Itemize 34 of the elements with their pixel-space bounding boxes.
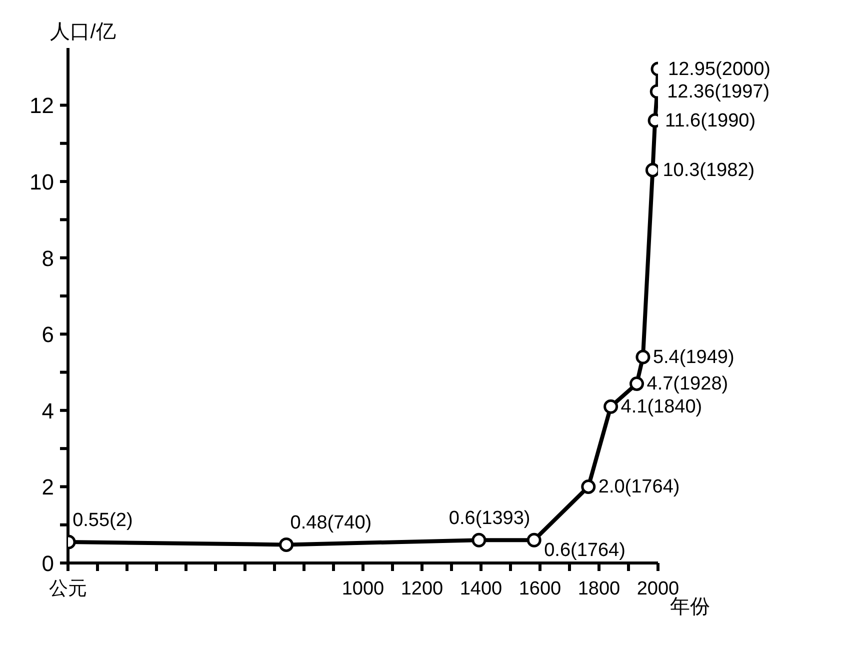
data-label: 0.6(1393) [448, 508, 530, 530]
data-label: 0.6(1764) [544, 540, 626, 562]
data-label: 12.36(1997) [667, 81, 770, 102]
data-label: 4.1(1840) [620, 396, 702, 418]
x-tick-label: 1200 [400, 578, 444, 600]
data-label: 11.6(1990) [665, 110, 756, 132]
y-tick-label: 8 [42, 246, 54, 271]
data-label: 0.48(740) [290, 512, 372, 534]
point [630, 376, 644, 391]
data-label: 5.4(1949) [652, 347, 734, 368]
point [636, 350, 650, 364]
data-label: 12.95(2000) [668, 58, 770, 80]
data-label: 2.0(1764) [598, 476, 680, 498]
x-tick-label: 1600 [518, 578, 562, 600]
x-axis-title: 年份 [670, 596, 710, 618]
point [472, 532, 486, 548]
point [279, 537, 294, 552]
data-label: 10.3(1982) [662, 160, 755, 182]
y-axis-title: 人口/亿 [50, 21, 116, 43]
data-label: 0.55(2) [72, 510, 133, 532]
x-tick-label: 公元 [49, 578, 87, 600]
point [581, 479, 596, 494]
y-tick-label: 0 [42, 551, 54, 576]
point [526, 532, 542, 548]
x-tick-label: 1000 [342, 578, 384, 600]
data-label: 4.7(1928) [646, 374, 728, 395]
x-tick-label: 1800 [578, 578, 620, 600]
x-tick-label: 1400 [460, 578, 502, 600]
point [604, 399, 618, 414]
y-tick-label: 10 [30, 170, 54, 195]
y-tick-label: 12 [30, 93, 54, 118]
y-tick-label: 4 [42, 398, 54, 424]
y-tick-label: 2 [42, 474, 54, 500]
y-tick-label: 6 [42, 322, 54, 348]
